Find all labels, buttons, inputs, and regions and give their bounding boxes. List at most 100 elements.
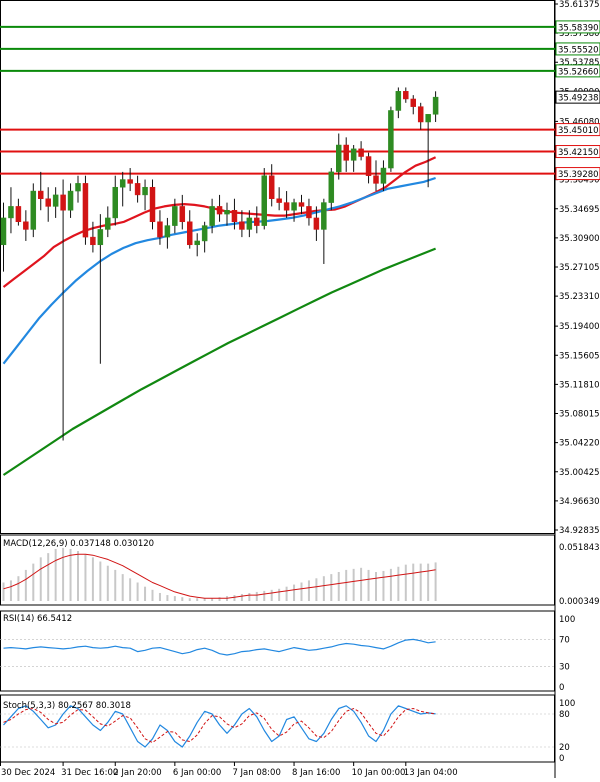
candle-up	[142, 186, 148, 196]
stoch-title: Stoch(5,3,3) 80.2567 80.3018	[3, 701, 131, 711]
candle-down	[15, 206, 22, 223]
candle-up	[112, 186, 118, 219]
candle-down	[157, 221, 163, 238]
rsi-tick-label: 0	[559, 683, 564, 693]
candle-up	[209, 206, 215, 226]
rsi-title: RSI(14) 66.5412	[3, 614, 72, 624]
candle-up	[119, 179, 126, 188]
resistance-level-label: 35.52660	[558, 67, 599, 77]
candle-up	[75, 183, 81, 192]
x-tick-label: 10 Jan 00:00	[352, 768, 406, 778]
y-tick-label: 35.57580	[559, 29, 600, 39]
candle-up	[172, 206, 178, 226]
candle-down	[134, 183, 141, 196]
y-tick-label: 34.92835	[559, 526, 600, 536]
x-tick-label: 31 Dec 16:00	[61, 768, 118, 778]
stoch-k-line	[3, 705, 436, 748]
candle-up	[201, 225, 208, 242]
macd-title: MACD(12,26,9) 0.037148 0.030120	[3, 539, 154, 549]
candle-down	[127, 179, 133, 184]
support-level-tag	[555, 167, 600, 181]
rsi-tick-label: 30	[559, 663, 570, 673]
candle-down	[410, 98, 416, 107]
candle-down	[179, 206, 186, 223]
rsi-tick-label: 100	[559, 615, 575, 625]
candle-up	[350, 148, 357, 161]
y-tick-label: 35.27105	[559, 263, 600, 273]
y-tick-label: 35.11810	[559, 380, 600, 390]
candle-down	[90, 236, 96, 246]
candle-down	[187, 221, 193, 246]
candle-up	[291, 202, 297, 211]
candle-down	[306, 206, 312, 219]
macd-tick-label: 0.000349	[559, 597, 600, 607]
candle-up	[30, 190, 37, 230]
candle-down	[23, 221, 29, 230]
candle-down	[149, 186, 156, 223]
resistance-level-tag	[555, 64, 600, 78]
resistance-level-label: 35.55520	[558, 45, 599, 55]
x-tick-label: 6 Jan 00:00	[173, 768, 221, 778]
y-tick-label: 35.00425	[559, 468, 600, 478]
y-tick-label: 35.34695	[559, 205, 600, 215]
macd-panel: 0.051843 0.000349	[0, 534, 600, 607]
candle-up	[388, 110, 394, 169]
y-tick-label: 35.61375	[559, 0, 600, 10]
candle-down	[365, 156, 372, 176]
candle-up	[261, 175, 267, 226]
candle-down	[373, 175, 379, 184]
stoch-d-line	[3, 707, 436, 744]
candle-down	[82, 183, 89, 238]
resistance-level-tag	[555, 20, 600, 34]
current-price-label: 35.49238	[558, 94, 599, 104]
y-tick-label: 35.46080	[559, 117, 600, 127]
candle-up	[336, 144, 342, 173]
rsi-panel: 100 70 30 0	[0, 610, 575, 693]
stoch-tick-label: 100	[559, 699, 575, 709]
candle-down	[343, 144, 349, 161]
x-tick-label: 7 Jan 08:00	[232, 768, 280, 778]
candle-down	[276, 198, 282, 203]
candle-down	[298, 202, 305, 207]
candle-up	[52, 194, 59, 207]
candle-up	[97, 229, 104, 246]
candle-down	[45, 198, 51, 207]
candle-down	[231, 209, 238, 223]
candle-down	[60, 194, 66, 211]
x-tick-label: 30 Dec 2024	[1, 768, 55, 778]
x-tick-label: 2 Jan 20:00	[113, 768, 161, 778]
macd-frame	[0, 534, 555, 606]
macd-tick-label: 0.051843	[559, 543, 600, 553]
candle-down	[283, 202, 290, 211]
candle-up	[246, 217, 253, 230]
stoch-tick-label: 0	[559, 754, 564, 764]
support-level-tag	[555, 145, 600, 159]
candle-up	[321, 202, 327, 230]
y-tick-label: 34.96630	[559, 497, 600, 507]
candle-up	[164, 225, 171, 238]
support-level-label: 35.39280	[558, 170, 599, 180]
x-axis: 30 Dec 2024 31 Dec 16:002 Jan 20:00 6 Jan …	[0, 761, 555, 778]
support-level-label: 35.45010	[558, 126, 599, 136]
candle-up	[8, 206, 14, 219]
y-tick-label: 35.30900	[559, 234, 600, 244]
y-tick-label: 35.04220	[559, 439, 600, 449]
rsi-tick-label: 70	[559, 635, 570, 645]
candle-down	[38, 190, 44, 199]
candle-down	[358, 148, 364, 157]
candle-down	[403, 91, 409, 100]
candle-down	[417, 106, 424, 123]
y-tick-label: 35.19400	[559, 322, 600, 332]
candle-down	[216, 206, 223, 215]
candle-up	[224, 209, 230, 215]
candle-up	[432, 96, 439, 115]
y-tick-label: 35.38490	[559, 176, 600, 186]
resistance-level-label: 35.58390	[558, 23, 599, 33]
y-tick-label: 35.15605	[559, 351, 600, 361]
x-tick-label: 8 Jan 16:00	[292, 768, 340, 778]
candle-down	[239, 221, 245, 230]
candle-up	[67, 190, 74, 211]
